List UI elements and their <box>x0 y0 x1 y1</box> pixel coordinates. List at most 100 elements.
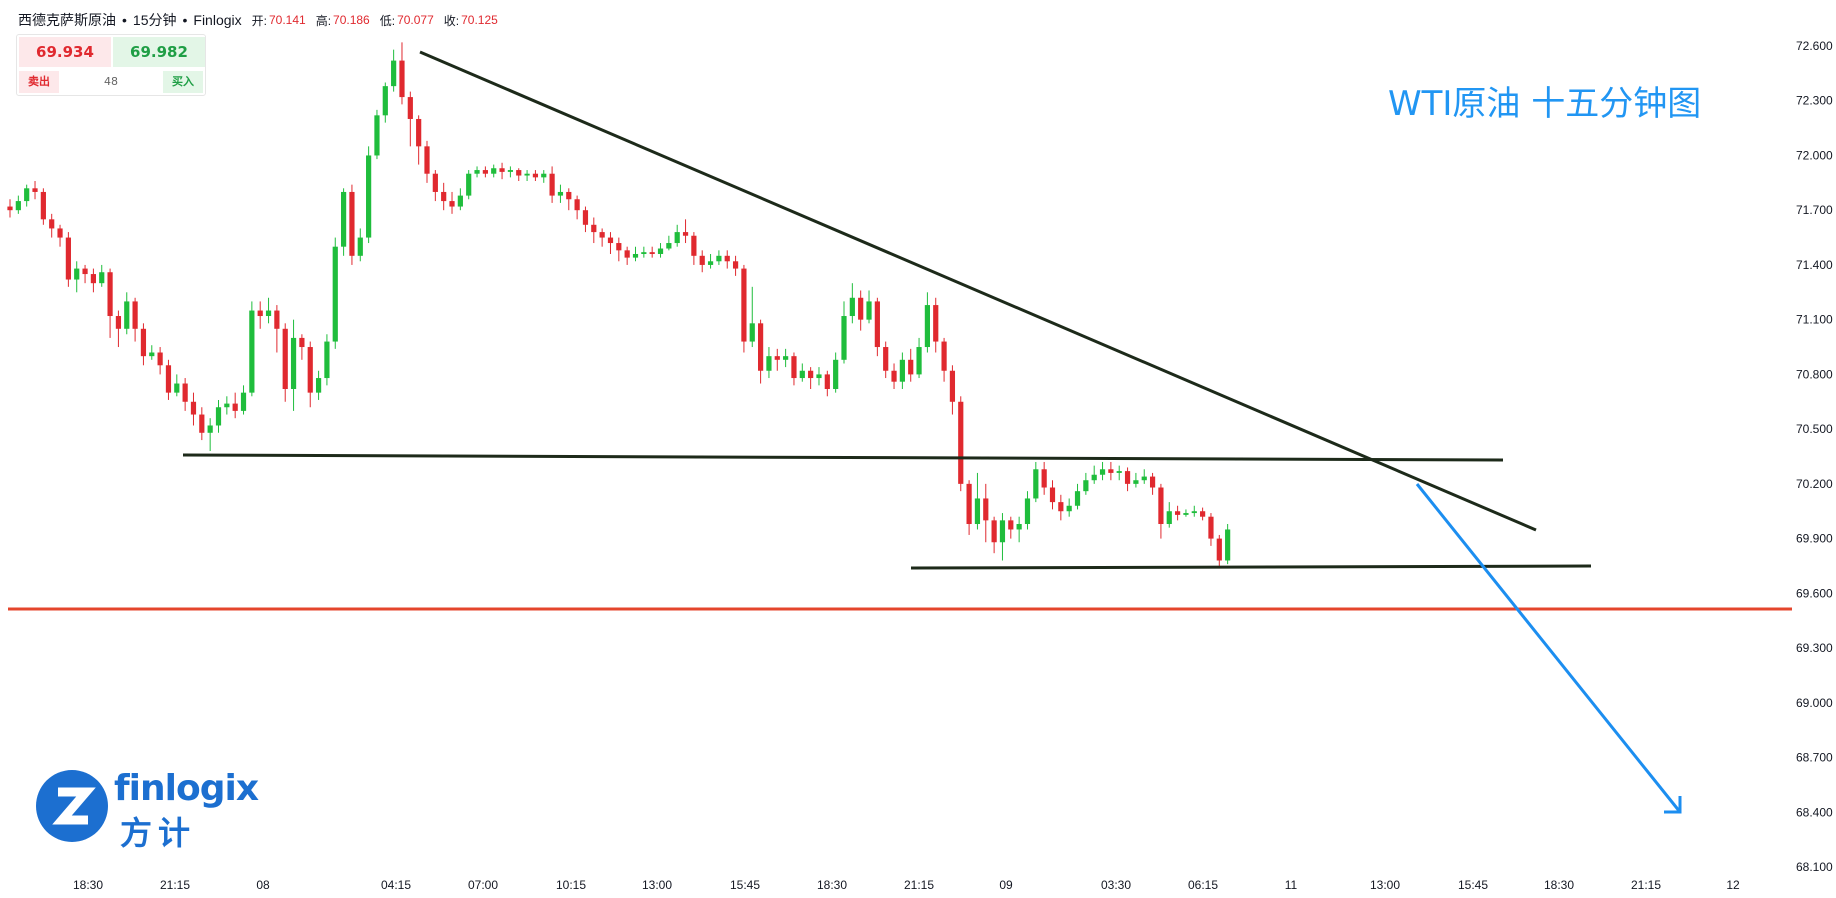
candle-body <box>441 191 447 202</box>
candle-body <box>758 323 764 371</box>
price-tick-label: 70.500 <box>1796 422 1833 436</box>
candle <box>432 170 438 202</box>
candle <box>407 91 413 147</box>
candle <box>449 191 455 214</box>
candle <box>799 363 805 382</box>
price-axis[interactable]: 72.600 72.300 72.000 71.700 71.400 71.100 70.8… <box>1796 39 1833 874</box>
symbol-name[interactable]: 西德克萨斯原油 <box>18 12 116 28</box>
candle-body <box>749 323 755 342</box>
sell-price-button[interactable]: 69.934 <box>19 37 111 67</box>
candle <box>924 292 930 353</box>
quote-widget: 69.934 69.982 卖出 48 买入 <box>16 34 206 96</box>
candle-body <box>1083 480 1089 492</box>
interval-label[interactable]: 15分钟 <box>132 12 177 28</box>
candle <box>557 184 564 203</box>
candle <box>157 347 163 375</box>
candle <box>1158 483 1164 539</box>
candle-body <box>666 243 672 249</box>
candle-body <box>349 191 355 256</box>
buy-button[interactable]: 买入 <box>163 71 203 93</box>
time-axis[interactable]: 18:30 21:15 08 04:15 07:00 10:15 13:00 15:45 18:… <box>73 878 1740 892</box>
buy-price-button[interactable]: 69.982 <box>113 37 205 67</box>
range-top-line <box>182 453 1504 462</box>
candle-body <box>307 347 313 393</box>
candle-body <box>132 301 138 329</box>
candle <box>282 323 288 402</box>
logo-text-chinese: 方计 <box>120 814 197 852</box>
candle <box>32 181 38 200</box>
sell-button[interactable]: 卖出 <box>19 71 59 93</box>
candle <box>441 182 447 211</box>
candle-body <box>407 97 413 119</box>
candle <box>482 166 488 178</box>
close-label: 收: <box>443 13 460 28</box>
low-label: 低: <box>379 13 396 28</box>
candle-body <box>82 268 88 275</box>
time-tick-label: 10:15 <box>556 878 586 892</box>
candle <box>474 166 480 178</box>
candle-body <box>616 243 622 251</box>
candle-body <box>732 261 739 269</box>
candle <box>707 253 714 269</box>
candle <box>1016 516 1022 543</box>
candle <box>966 480 972 535</box>
candle <box>1183 509 1189 517</box>
candle-body <box>107 272 113 317</box>
candle-body <box>290 337 297 389</box>
candle <box>974 472 981 530</box>
candle-body <box>7 206 13 211</box>
candle-body <box>933 305 939 342</box>
candle <box>1083 472 1089 495</box>
candle <box>99 264 105 287</box>
candle-body <box>791 356 797 379</box>
candle-body <box>374 115 380 156</box>
candle-body <box>1216 538 1222 561</box>
candle <box>616 237 622 262</box>
high-label: 高: <box>315 13 332 28</box>
candle <box>599 228 605 247</box>
candle <box>424 140 430 183</box>
candle-body <box>974 498 981 525</box>
candle-body <box>1133 480 1139 484</box>
price-tick-label: 68.100 <box>1796 860 1833 874</box>
candle <box>649 246 655 258</box>
candle-body <box>165 365 172 393</box>
time-tick-label: 21:15 <box>904 878 934 892</box>
open-label: 开: <box>251 13 267 28</box>
candle <box>341 188 347 256</box>
close-value: 70.125 <box>461 13 498 27</box>
candle-body <box>966 483 972 525</box>
candle <box>1225 524 1231 565</box>
candle-body <box>1191 511 1197 514</box>
candle <box>749 286 755 348</box>
candle <box>224 396 230 415</box>
candle <box>758 319 764 384</box>
candle <box>491 164 497 178</box>
candle-body <box>707 261 714 265</box>
candle <box>841 301 847 364</box>
candle <box>908 348 914 382</box>
candle-body <box>1141 476 1147 481</box>
price-tick-label: 68.400 <box>1796 805 1833 819</box>
candle <box>1116 465 1122 481</box>
time-tick-label: 18:30 <box>73 878 103 892</box>
high-value: 70.186 <box>333 13 370 27</box>
candle-body <box>190 401 197 415</box>
candle <box>74 261 80 293</box>
candle-body <box>799 370 805 379</box>
candle <box>891 363 897 389</box>
candle-body <box>682 232 689 236</box>
resistance-trendline <box>419 50 1537 532</box>
candle-body <box>57 228 63 238</box>
candle-body <box>474 170 480 174</box>
candle <box>624 246 630 265</box>
candle-body <box>883 347 889 371</box>
candle <box>199 407 205 441</box>
price-tick-label: 72.300 <box>1796 94 1833 108</box>
candle-body <box>541 173 547 178</box>
candle-body <box>699 255 705 265</box>
candle-body <box>257 310 263 317</box>
trendlines-layer <box>8 50 1792 814</box>
candle <box>124 292 130 335</box>
